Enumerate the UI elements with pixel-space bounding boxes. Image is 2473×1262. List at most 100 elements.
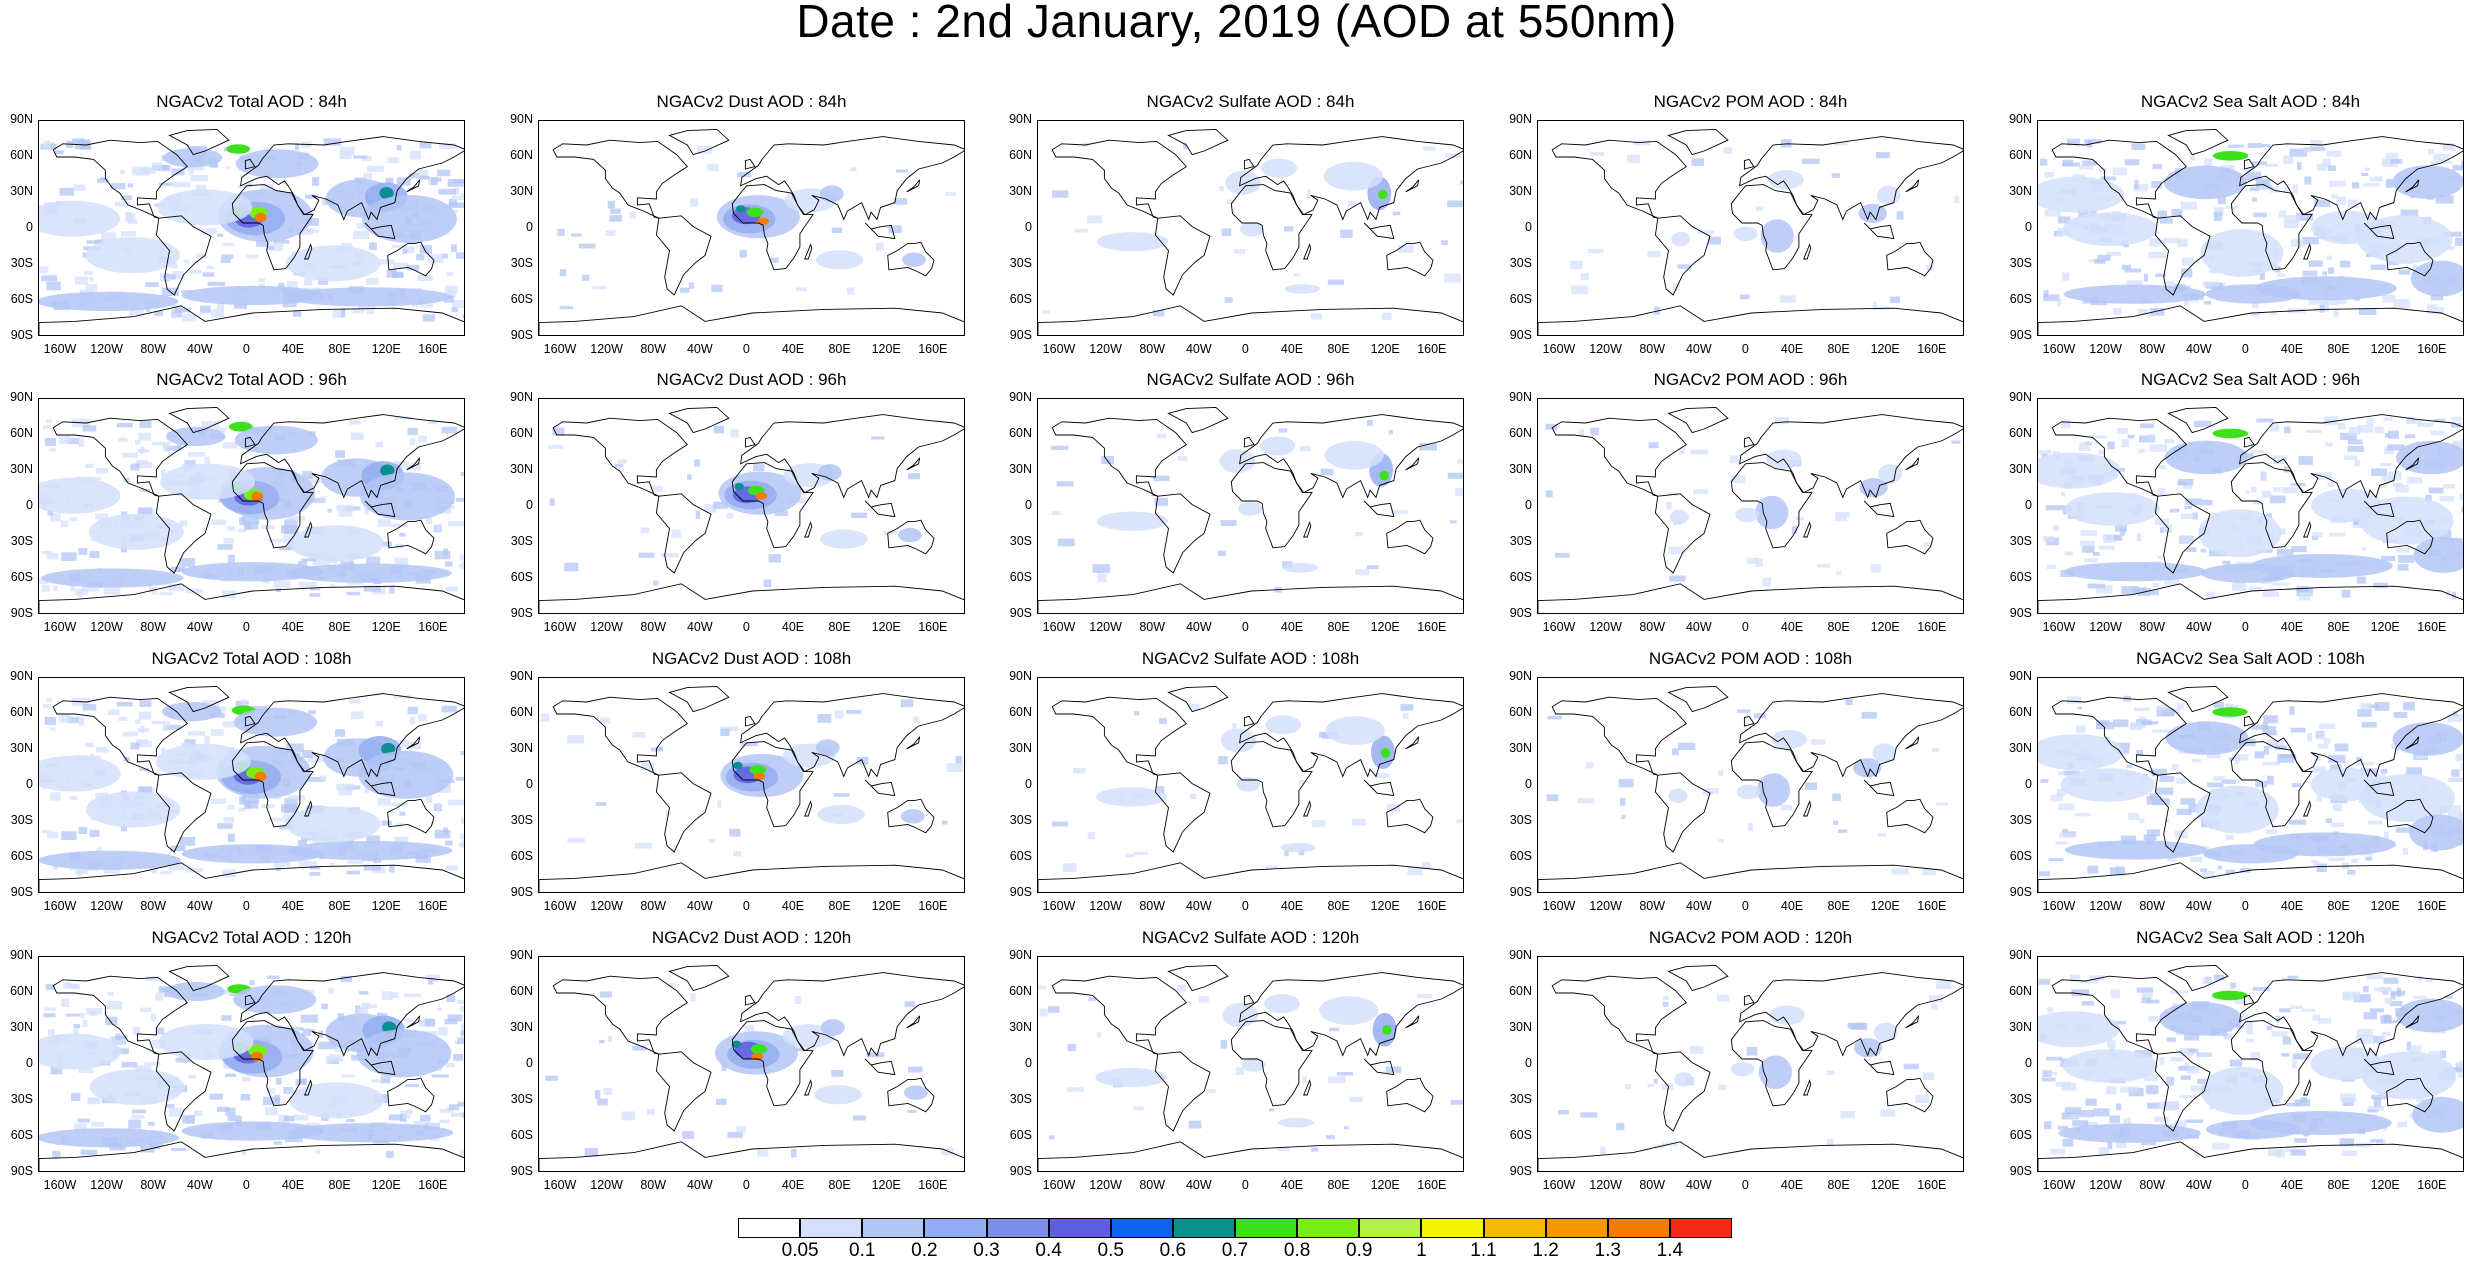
aod-speckle: [387, 157, 399, 163]
aod-speckle: [2304, 148, 2312, 152]
aod-speckle: [1755, 558, 1762, 567]
coastline: [1655, 494, 1710, 573]
aod-plume: [158, 189, 253, 225]
colorbar-label: 1.4: [1640, 1240, 1700, 1262]
latitude-tick-label: 30N: [493, 462, 533, 476]
aod-speckle: [2333, 309, 2339, 317]
aod-speckle: [259, 278, 265, 282]
longitude-tick-label: 40E: [2267, 899, 2317, 913]
latitude-tick-label: 90S: [992, 885, 1032, 899]
coastline: [865, 780, 895, 796]
map-panel: [1537, 398, 1964, 614]
aod-speckle: [552, 428, 564, 436]
aod-speckle: [661, 553, 678, 557]
coastline: [1406, 1016, 1419, 1028]
longitude-tick-label: 80W: [1627, 1178, 1677, 1192]
aod-speckle: [2113, 719, 2128, 727]
coastline: [1552, 697, 1686, 775]
aod-speckle: [349, 699, 361, 704]
aod-speckle: [425, 975, 439, 979]
aod-speckle: [1463, 422, 1464, 431]
aod-plume: [820, 530, 867, 549]
latitude-tick-label: 30N: [992, 462, 1032, 476]
aod-speckle: [135, 440, 141, 445]
aod-speckle: [2374, 1098, 2381, 1107]
aod-plume: [1284, 284, 1320, 294]
aod-speckle: [2061, 420, 2070, 429]
aod-speckle: [330, 863, 334, 866]
aod-speckle: [2252, 197, 2257, 201]
aod-speckle: [1558, 1110, 1569, 1114]
aod-plume: [1261, 159, 1297, 178]
aod-speckle: [846, 710, 861, 714]
aod-speckle: [1586, 762, 1593, 768]
longitude-tick-label: 160E: [408, 342, 458, 356]
colorbar-label: 0.1: [832, 1240, 892, 1262]
latitude-tick-label: 90N: [1992, 112, 2032, 126]
aod-speckle: [764, 580, 772, 588]
longitude-tick-label: 160E: [2407, 899, 2457, 913]
latitude-tick-label: 60S: [1492, 1128, 1532, 1142]
latitude-tick-label: 30N: [1492, 741, 1532, 755]
aod-plume: [1669, 789, 1688, 803]
aod-speckle: [2394, 299, 2411, 308]
aod-speckle: [2065, 551, 2073, 555]
aod-speckle: [2318, 1018, 2331, 1024]
longitude-tick-label: 160W: [1034, 899, 1084, 913]
page-title: Date : 2nd January, 2019 (AOD at 550nm): [0, 0, 2473, 48]
aod-speckle: [639, 553, 655, 558]
aod-speckle: [2120, 1087, 2138, 1093]
aod-speckle: [1423, 147, 1435, 151]
latitude-tick-label: 0: [493, 498, 533, 512]
aod-speckle: [1880, 1110, 1895, 1117]
panel-title: NGACv2 Sea Salt AOD : 96h: [2037, 370, 2464, 390]
coastline: [1804, 523, 1811, 537]
aod-speckle: [2043, 536, 2054, 541]
aod-speckle: [2186, 1120, 2204, 1124]
latitude-tick-label: 0: [992, 777, 1032, 791]
longitude-tick-label: 40E: [1767, 342, 1817, 356]
aod-speckle: [796, 288, 806, 291]
map-panel: [1037, 956, 1464, 1172]
aod-speckle: [1225, 297, 1233, 303]
longitude-tick-label: 0: [221, 620, 271, 634]
longitude-tick-label: 40E: [768, 899, 818, 913]
aod-speckle: [2291, 239, 2305, 247]
aod-speckle: [834, 793, 850, 797]
latitude-tick-label: 0: [493, 1056, 533, 1070]
aod-speckle: [2371, 1139, 2384, 1142]
aod-speckle: [2256, 419, 2273, 423]
longitude-tick-label: 40E: [1767, 620, 1817, 634]
aod-speckle: [2062, 1139, 2073, 1147]
aod-speckle: [791, 1149, 797, 1158]
aod-speckle: [622, 1112, 636, 1121]
aod-speckle: [1159, 718, 1167, 724]
aod-speckle: [1051, 446, 1068, 450]
longitude-tick-label: 160W: [2034, 342, 2084, 356]
aod-speckle: [1067, 1087, 1084, 1091]
map-panel: [38, 956, 465, 1172]
latitude-tick-label: 30S: [992, 813, 1032, 827]
aod-speckle: [2045, 172, 2054, 178]
aod-speckle: [242, 1077, 251, 1082]
latitude-tick-label: 30N: [493, 1020, 533, 1034]
aod-speckle: [690, 993, 695, 1001]
coastline: [2169, 129, 2228, 154]
latitude-tick-label: 60S: [493, 1128, 533, 1142]
longitude-tick-label: 120E: [861, 899, 911, 913]
coastline: [1669, 407, 1728, 432]
aod-speckle: [1616, 1123, 1624, 1130]
longitude-tick-label: 80W: [128, 1178, 178, 1192]
aod-speckle: [2249, 587, 2263, 591]
aod-speckle: [2166, 1077, 2174, 1086]
aod-speckle: [2310, 147, 2326, 151]
aod-speckle: [2056, 1082, 2071, 1087]
aod-speckle: [208, 282, 225, 286]
latitude-tick-label: 60S: [0, 1128, 33, 1142]
aod-speckle: [2309, 260, 2323, 266]
aod-speckle: [2144, 274, 2148, 282]
aod-speckle: [2039, 871, 2050, 876]
aod-speckle: [2194, 421, 2212, 427]
aod-speckle: [464, 846, 465, 849]
aod-speckle: [50, 448, 56, 451]
